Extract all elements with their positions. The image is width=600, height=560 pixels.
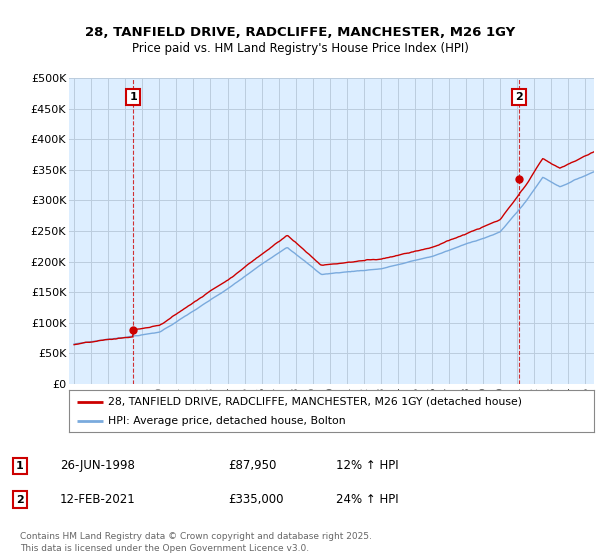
Text: 2: 2 [16, 494, 23, 505]
Text: Contains HM Land Registry data © Crown copyright and database right 2025.
This d: Contains HM Land Registry data © Crown c… [20, 533, 371, 553]
Text: 26-JUN-1998: 26-JUN-1998 [60, 459, 135, 473]
Text: 28, TANFIELD DRIVE, RADCLIFFE, MANCHESTER, M26 1GY (detached house): 28, TANFIELD DRIVE, RADCLIFFE, MANCHESTE… [109, 396, 523, 407]
Text: 2: 2 [515, 92, 523, 102]
Text: 12-FEB-2021: 12-FEB-2021 [60, 493, 136, 506]
Text: 28, TANFIELD DRIVE, RADCLIFFE, MANCHESTER, M26 1GY: 28, TANFIELD DRIVE, RADCLIFFE, MANCHESTE… [85, 26, 515, 39]
Text: 1: 1 [130, 92, 137, 102]
Text: £87,950: £87,950 [228, 459, 277, 473]
Text: HPI: Average price, detached house, Bolton: HPI: Average price, detached house, Bolt… [109, 416, 346, 426]
Text: 12% ↑ HPI: 12% ↑ HPI [336, 459, 398, 473]
Text: Price paid vs. HM Land Registry's House Price Index (HPI): Price paid vs. HM Land Registry's House … [131, 42, 469, 55]
Text: 1: 1 [16, 461, 23, 471]
Text: £335,000: £335,000 [228, 493, 284, 506]
Text: 24% ↑ HPI: 24% ↑ HPI [336, 493, 398, 506]
